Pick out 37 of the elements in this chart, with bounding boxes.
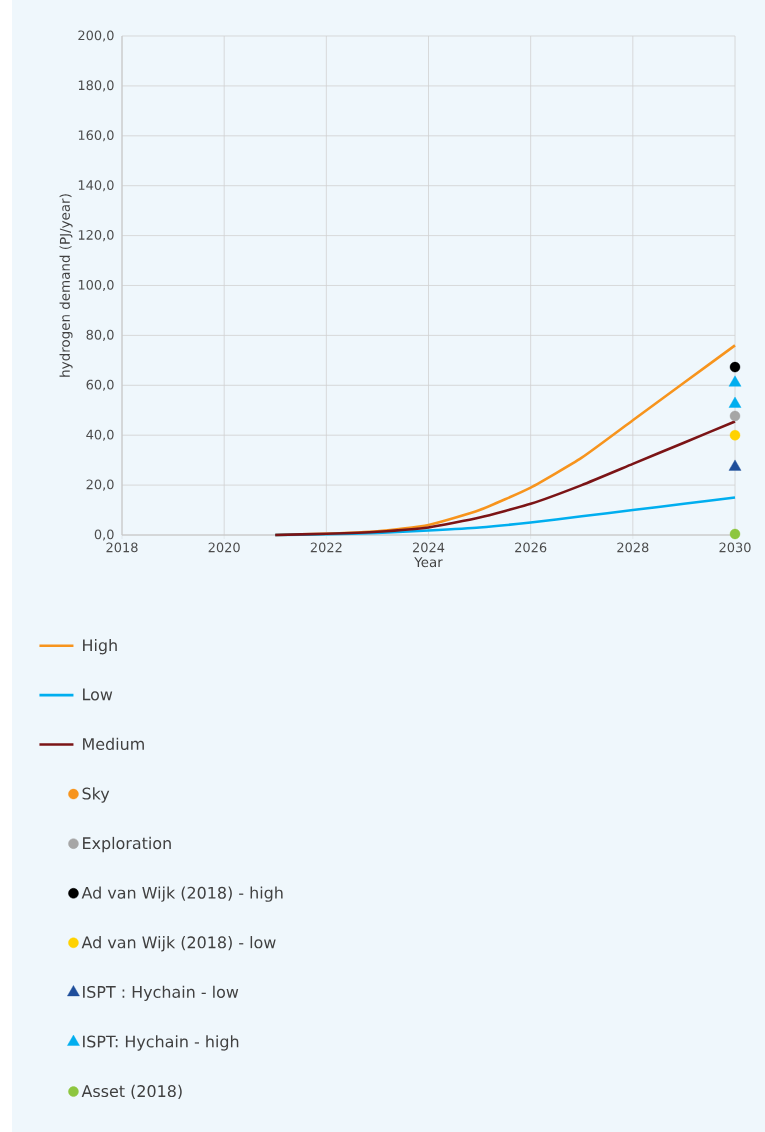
point — [728, 375, 742, 387]
y-tick-label: 20,0 — [86, 479, 114, 491]
x-tick-label: 2024 — [412, 542, 445, 553]
y-axis-title: hydrogen demand (PJ/year) — [59, 194, 73, 377]
y-tick-label: 180,0 — [78, 80, 114, 92]
legend-label: High — [83, 638, 117, 655]
x-tick-label: 2030 — [719, 542, 751, 553]
x-tick-label: 2028 — [617, 542, 649, 553]
point — [729, 361, 741, 373]
y-tick-label: 120,0 — [78, 230, 114, 242]
legend-label: Exploration — [83, 836, 171, 853]
x-tick-label: 2018 — [106, 542, 138, 553]
legend-label: Ad van Wijk (2018) - high — [81, 886, 283, 902]
point — [728, 396, 742, 408]
legend-label: ISPT: Hychain - high — [83, 1035, 239, 1051]
y-tick-label: 200,0 — [78, 30, 114, 42]
y-tick-label: 160,0 — [78, 130, 114, 142]
y-tick-label: 40,0 — [86, 429, 114, 441]
y-tick-label: 140,0 — [78, 180, 114, 192]
x-axis-title: Year — [414, 557, 443, 568]
x-tick-label: 2022 — [310, 542, 342, 553]
point — [729, 528, 741, 540]
y-tick-label: 80,0 — [86, 329, 114, 341]
legend-label: Medium — [83, 737, 144, 751]
point — [729, 410, 741, 422]
legend-label: Sky — [82, 787, 110, 803]
legend-label: ISPT : Hychain - low — [83, 985, 239, 1002]
point — [729, 430, 741, 441]
x-tick-label: 2026 — [515, 542, 547, 553]
x-tick-label: 2020 — [208, 542, 240, 553]
legend-label: Asset (2018) — [81, 1084, 182, 1099]
point — [728, 459, 742, 471]
legend-label: Ad van Wijk (2018) - low — [81, 936, 276, 952]
legend-label: Low — [83, 688, 113, 701]
y-tick-label: 100,0 — [78, 279, 114, 292]
y-tick-label: 0,0 — [94, 529, 114, 541]
y-tick-label: 60,0 — [86, 379, 114, 391]
